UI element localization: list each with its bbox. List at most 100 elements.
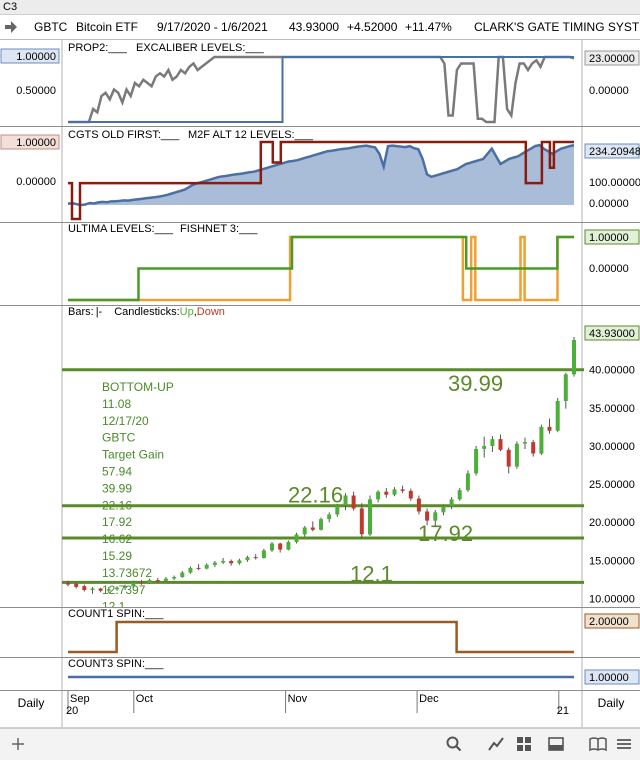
- candle-up: [294, 534, 299, 542]
- menu-icon[interactable]: [614, 734, 634, 754]
- candle-up: [302, 527, 307, 535]
- annotation-line: 12/17/20: [102, 414, 149, 428]
- legend-bars: Bars:: [68, 306, 94, 318]
- annotation-line: 39.99: [102, 481, 132, 495]
- x-tick-label: Oct: [136, 693, 153, 705]
- x-tick-year: 21: [557, 705, 569, 717]
- excaliber-line: [68, 56, 574, 123]
- level-label: 39.99: [448, 371, 503, 396]
- price-tick-label: 35.00000: [589, 403, 635, 415]
- right-tick-2: 0.00000: [589, 263, 629, 275]
- candle-up: [523, 442, 527, 444]
- annotation-line: 12.1: [102, 600, 126, 607]
- candle-up: [221, 561, 226, 563]
- candle-up: [237, 560, 242, 564]
- price-tick-label: 25.00000: [589, 479, 635, 491]
- right-tick-2: 0.00000: [589, 85, 629, 97]
- left-tick-2: 0.00000: [16, 176, 56, 188]
- candle-down: [416, 498, 421, 512]
- candle-down: [82, 586, 87, 590]
- legend-up: Up: [180, 306, 194, 318]
- panel-price[interactable]: Bars: |- Candlesticks:Up,Down 40.00000 35.0…: [0, 306, 640, 614]
- price-tick-label: 40.00000: [589, 365, 635, 377]
- candle-up: [245, 557, 250, 561]
- line-chart-icon[interactable]: [486, 734, 506, 754]
- legend-ultima: ULTIMA LEVELS:___: [68, 223, 174, 235]
- legend-cgts: CGTS OLD FIRST:___: [68, 129, 180, 141]
- candle-down: [384, 491, 389, 495]
- footer-toolbar: [0, 728, 640, 760]
- panel-ultima[interactable]: ULTIMA LEVELS:___ FISHNET 3:___ 1.00000 …: [0, 223, 640, 306]
- plus-icon[interactable]: [8, 734, 28, 754]
- panel-ultima-svg: ULTIMA LEVELS:___ FISHNET 3:___ 1.00000 …: [0, 223, 640, 305]
- book-icon[interactable]: [588, 734, 608, 754]
- panel-count1[interactable]: COUNT1 SPIN:___ 2.00000: [0, 608, 640, 658]
- candle-down: [351, 495, 356, 509]
- candle-down: [139, 582, 144, 584]
- annotation-line: 15.29: [102, 549, 132, 563]
- window-titlebar: C3: [0, 0, 640, 15]
- candle-up: [319, 519, 323, 530]
- x-tick-label: Nov: [288, 693, 308, 705]
- price-tick-label: 15.00000: [589, 555, 635, 567]
- price-legend: Bars: |- Candlesticks:Up,Down: [68, 306, 225, 318]
- candle-up: [449, 499, 454, 507]
- chart-header: GBTC Bitcoin ETF 9/17/2020 - 1/6/2021 43…: [0, 15, 640, 40]
- annotation-line: 22.16: [102, 498, 132, 512]
- m2f-area: [68, 145, 574, 205]
- arrow-icon[interactable]: [4, 15, 18, 39]
- panel-prop2[interactable]: PROP2:___ EXCALIBER LEVELS:___ 1.00000 0…: [0, 40, 640, 127]
- right-tick-2: 100.00000: [589, 177, 640, 189]
- cgts-line: [68, 140, 574, 221]
- annotation-line: 13.73672: [102, 566, 152, 580]
- candle-up: [474, 449, 479, 474]
- panel-count3[interactable]: COUNT3 SPIN:___ 1.00000: [0, 658, 640, 691]
- panel-cgts[interactable]: CGTS OLD FIRST:___ M2F ALT 12 LEVELS:___…: [0, 127, 640, 223]
- candle-down: [253, 557, 258, 559]
- candle-down: [408, 490, 413, 499]
- annotation-line: 17.92: [102, 515, 132, 529]
- candle-up: [392, 489, 397, 495]
- system-name: CLARK'S GATE TIMING SYSTEM: [474, 20, 640, 34]
- x-tick-label: Sep: [70, 693, 90, 705]
- candle-down: [229, 561, 234, 564]
- candle-up: [343, 495, 348, 506]
- level-label: 17.92: [418, 521, 473, 546]
- search-icon[interactable]: [444, 734, 464, 754]
- candle-up: [115, 587, 119, 590]
- legend-excaliber: EXCALIBER LEVELS:___: [136, 42, 265, 54]
- legend-candlesticks: Candlesticks:: [114, 306, 179, 318]
- right-tick-3: 0.00000: [589, 198, 629, 210]
- candle-up: [433, 512, 438, 521]
- candle-up: [563, 374, 568, 401]
- x-axis-bar: Daily Daily Sep 20 Oct Nov Dec 21: [0, 691, 640, 728]
- candle-up: [261, 550, 266, 558]
- candle-up: [90, 588, 95, 590]
- candle-up: [335, 505, 340, 515]
- candle-up: [172, 577, 177, 579]
- candle-up: [376, 491, 381, 500]
- candle-up: [212, 562, 217, 565]
- grid-icon[interactable]: [514, 734, 534, 754]
- legend-comma: ,: [194, 306, 197, 318]
- right-tick-1: 23.00000: [589, 53, 635, 65]
- legend-count1: COUNT1 SPIN:___: [68, 608, 164, 620]
- candle-up: [204, 564, 209, 569]
- right-tick-1: 2.00000: [589, 616, 629, 628]
- symbol-label: GBTC: [34, 20, 68, 34]
- panel-icon[interactable]: [546, 734, 566, 754]
- legend-prop2: PROP2:___: [68, 42, 128, 54]
- count1-line: [68, 620, 574, 654]
- candle-up: [327, 514, 332, 520]
- interval-left[interactable]: Daily: [18, 696, 45, 710]
- candle-up: [123, 586, 128, 588]
- legend-count3: COUNT3 SPIN:___: [68, 658, 164, 670]
- candle-down: [531, 442, 536, 454]
- last-price: 43.93000: [289, 20, 340, 34]
- m2f-line: [67, 143, 575, 207]
- candle-up: [539, 426, 544, 454]
- interval-right[interactable]: Daily: [598, 696, 625, 710]
- candle-up: [106, 589, 111, 591]
